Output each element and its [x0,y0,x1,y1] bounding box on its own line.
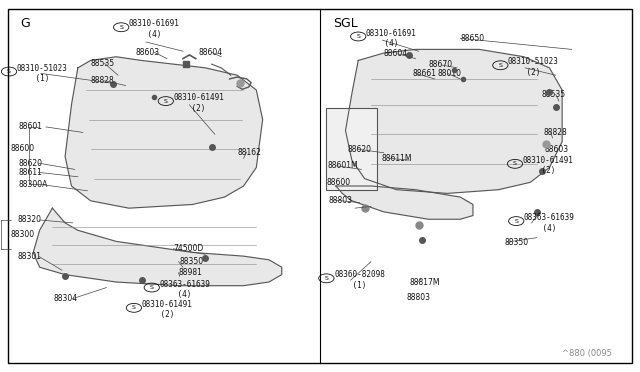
Polygon shape [33,208,282,286]
Text: 88803: 88803 [406,293,430,302]
Text: 08310-61491
    (2): 08310-61491 (2) [141,300,193,320]
Text: S: S [132,305,136,310]
Text: 88320: 88320 [17,215,42,224]
Text: S: S [150,285,154,290]
Text: 88828: 88828 [543,128,567,137]
Text: S: S [515,219,518,224]
Text: 88817M: 88817M [409,278,440,287]
Text: S: S [324,276,328,281]
Text: 08310-51023
    (2): 08310-51023 (2) [508,57,559,77]
Text: 88603: 88603 [544,145,568,154]
Polygon shape [346,49,562,193]
Text: S: S [499,63,502,68]
Bar [326,109,378,190]
Text: 88650: 88650 [460,34,484,43]
Text: 74500D: 74500D [173,244,204,253]
Polygon shape [336,186,473,219]
Text: 88301: 88301 [17,251,42,261]
Text: 88620: 88620 [348,145,371,154]
Text: 88600: 88600 [326,178,351,187]
Text: 08360-82098
    (1): 08360-82098 (1) [334,270,385,290]
Text: 88300A: 88300A [19,180,48,189]
Text: 88010: 88010 [438,69,462,78]
Text: 88670: 88670 [428,60,452,70]
Text: 88611M: 88611M [381,154,412,163]
Text: 08310-61491
    (2): 08310-61491 (2) [173,93,224,113]
Text: 88661: 88661 [412,69,436,78]
Text: 88300: 88300 [11,230,35,239]
Text: 08363-61639
    (4): 08363-61639 (4) [159,280,211,299]
Text: S: S [7,69,11,74]
Text: SGL: SGL [333,17,358,30]
Text: 88535: 88535 [91,59,115,68]
Text: 88611: 88611 [19,168,42,177]
Text: 88803: 88803 [328,196,352,205]
Text: 08363-61639
    (4): 08363-61639 (4) [524,213,575,232]
Text: S: S [356,34,360,39]
Polygon shape [65,57,262,208]
Text: 88350: 88350 [180,257,204,266]
Text: 88828: 88828 [91,76,115,85]
Text: 88304: 88304 [54,294,78,303]
Text: 88981: 88981 [179,268,202,277]
Text: S: S [513,161,517,166]
Text: 88600: 88600 [11,144,35,153]
Text: 08310-61691
    (4): 08310-61691 (4) [366,29,417,48]
Text: S: S [164,99,168,103]
Text: 88601M: 88601M [328,161,358,170]
Text: 88604: 88604 [199,48,223,57]
Text: 88601: 88601 [19,122,43,131]
Text: 08310-51023
    (1): 08310-51023 (1) [17,64,68,83]
Text: 88620: 88620 [19,158,43,168]
Text: 88535: 88535 [541,90,566,99]
Text: 88350: 88350 [505,238,529,247]
Text: 88603: 88603 [135,48,159,57]
Text: 08310-61691
    (4): 08310-61691 (4) [129,19,180,39]
Text: 88604: 88604 [384,49,408,58]
Text: 88162: 88162 [237,148,261,157]
Text: S: S [119,25,123,30]
Text: G: G [20,17,30,30]
Text: ^880 (0095: ^880 (0095 [562,349,612,358]
Text: 08310-61491
    (2): 08310-61491 (2) [523,156,573,175]
